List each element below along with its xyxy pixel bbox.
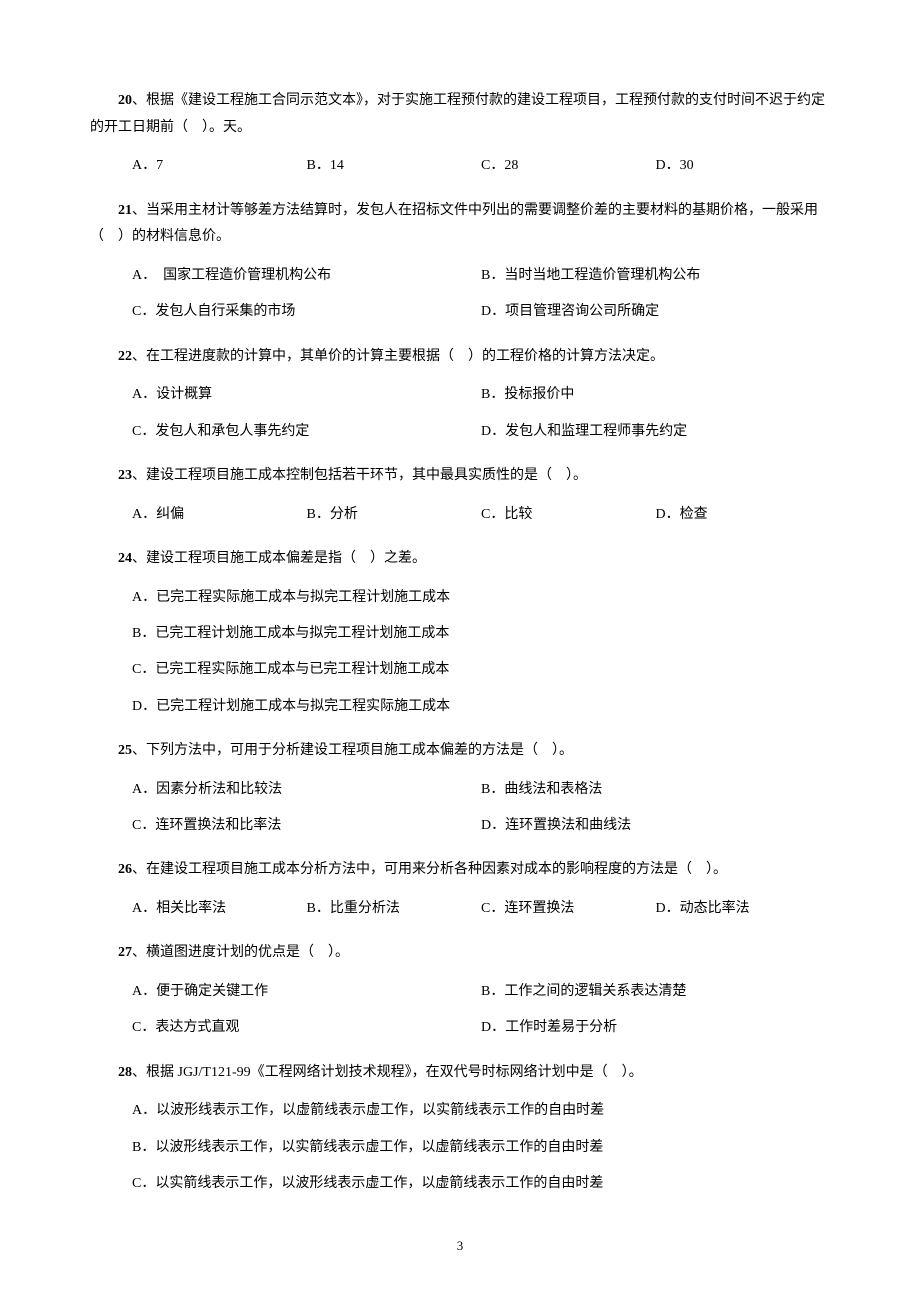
question-body: 、当采用主材计等够差方法结算时，发包人在招标文件中列出的需要调整价差的主要材料的… — [90, 203, 818, 245]
question-number: 25 — [118, 743, 132, 758]
option: A．便于确定关键工作 — [132, 981, 481, 1003]
option: A．以波形线表示工作，以虚箭线表示虚工作，以实箭线表示工作的自由时差 — [132, 1100, 830, 1122]
question-26: 26、在建设工程项目施工成本分析方法中，可用来分析各种因素对成本的影响程度的方法… — [90, 857, 830, 920]
option: A．因素分析法和比较法 — [132, 779, 481, 801]
option: A．纠偏 — [132, 504, 307, 526]
option: D．动态比率法 — [656, 898, 831, 920]
question-number: 24 — [118, 551, 132, 566]
option: C．发包人自行采集的市场 — [132, 301, 481, 323]
question-body: 、根据 JGJ/T121-99《工程网络计划技术规程》，在双代号时标网络计划中是… — [132, 1065, 643, 1080]
question-number: 23 — [118, 468, 132, 483]
question-body: 、建设工程项目施工成本偏差是指（ ）之差。 — [132, 551, 426, 566]
options-row: A． 国家工程造价管理机构公布B．当时当地工程造价管理机构公布 — [90, 265, 830, 287]
option: B．14 — [307, 155, 482, 177]
option: B．以波形线表示工作，以实箭线表示虚工作，以虚箭线表示工作的自由时差 — [132, 1137, 830, 1159]
question-number: 22 — [118, 349, 132, 364]
option: C．已完工程实际施工成本与已完工程计划施工成本 — [132, 659, 830, 681]
option: D．30 — [656, 155, 831, 177]
option: A．相关比率法 — [132, 898, 307, 920]
options-row: A．7B．14C．28D．30 — [90, 155, 830, 177]
option: C．28 — [481, 155, 656, 177]
question-text: 22、在工程进度款的计算中，其单价的计算主要根据（ ）的工程价格的计算方法决定。 — [90, 344, 830, 371]
options-row: A．纠偏B．分析C．比较D．检查 — [90, 504, 830, 526]
question-text: 20、根据《建设工程施工合同示范文本》，对于实施工程预付款的建设工程项目，工程预… — [90, 88, 830, 141]
options-column: A．已完工程实际施工成本与拟完工程计划施工成本 B．已完工程计划施工成本与拟完工程… — [90, 587, 830, 719]
option: B．投标报价中 — [481, 384, 830, 406]
option: B．工作之间的逻辑关系表达清楚 — [481, 981, 830, 1003]
question-number: 20 — [118, 93, 132, 108]
question-body: 、横道图进度计划的优点是（ ）。 — [132, 945, 349, 960]
options-row: C．发包人自行采集的市场D．项目管理咨询公司所确定 — [90, 301, 830, 323]
option: D．已完工程计划施工成本与拟完工程实际施工成本 — [132, 696, 830, 718]
question-text: 23、建设工程项目施工成本控制包括若干环节，其中最具实质性的是（ ）。 — [90, 463, 830, 490]
option: D．连环置换法和曲线法 — [481, 815, 830, 837]
question-28: 28、根据 JGJ/T121-99《工程网络计划技术规程》，在双代号时标网络计划… — [90, 1060, 830, 1196]
question-27: 27、横道图进度计划的优点是（ ）。 A．便于确定关键工作B．工作之间的逻辑关系表… — [90, 940, 830, 1039]
question-text: 25、下列方法中，可用于分析建设工程项目施工成本偏差的方法是（ ）。 — [90, 738, 830, 765]
options-row: C．发包人和承包人事先约定D．发包人和监理工程师事先约定 — [90, 421, 830, 443]
options-row: A．因素分析法和比较法B．曲线法和表格法 — [90, 779, 830, 801]
option: A． 国家工程造价管理机构公布 — [132, 265, 481, 287]
question-text: 26、在建设工程项目施工成本分析方法中，可用来分析各种因素对成本的影响程度的方法… — [90, 857, 830, 884]
question-body: 、在工程进度款的计算中，其单价的计算主要根据（ ）的工程价格的计算方法决定。 — [132, 349, 664, 364]
question-text: 28、根据 JGJ/T121-99《工程网络计划技术规程》，在双代号时标网络计划… — [90, 1060, 830, 1087]
question-body: 、下列方法中，可用于分析建设工程项目施工成本偏差的方法是（ ）。 — [132, 743, 573, 758]
options-row: A．设计概算B．投标报价中 — [90, 384, 830, 406]
option: B．曲线法和表格法 — [481, 779, 830, 801]
options-column: A．以波形线表示工作，以虚箭线表示虚工作，以实箭线表示工作的自由时差 B．以波形线… — [90, 1100, 830, 1195]
option: B．当时当地工程造价管理机构公布 — [481, 265, 830, 287]
option: B．分析 — [307, 504, 482, 526]
option: C．表达方式直观 — [132, 1017, 481, 1039]
question-body: 、在建设工程项目施工成本分析方法中，可用来分析各种因素对成本的影响程度的方法是（… — [132, 862, 727, 877]
option: C．连环置换法 — [481, 898, 656, 920]
option: C．以实箭线表示工作，以波形线表示虚工作，以虚箭线表示工作的自由时差 — [132, 1173, 830, 1195]
option: C．连环置换法和比率法 — [132, 815, 481, 837]
question-body: 、根据《建设工程施工合同示范文本》，对于实施工程预付款的建设工程项目，工程预付款… — [90, 93, 825, 135]
question-text: 27、横道图进度计划的优点是（ ）。 — [90, 940, 830, 967]
option: B．已完工程计划施工成本与拟完工程计划施工成本 — [132, 623, 830, 645]
options-row: A．便于确定关键工作B．工作之间的逻辑关系表达清楚 — [90, 981, 830, 1003]
options-row: C．表达方式直观D．工作时差易于分析 — [90, 1017, 830, 1039]
option: D．发包人和监理工程师事先约定 — [481, 421, 830, 443]
option: C．比较 — [481, 504, 656, 526]
question-number: 27 — [118, 945, 132, 960]
question-text: 24、建设工程项目施工成本偏差是指（ ）之差。 — [90, 546, 830, 573]
question-25: 25、下列方法中，可用于分析建设工程项目施工成本偏差的方法是（ ）。 A．因素分析… — [90, 738, 830, 837]
question-number: 21 — [118, 203, 132, 218]
question-text: 21、当采用主材计等够差方法结算时，发包人在招标文件中列出的需要调整价差的主要材… — [90, 198, 830, 251]
page-number: 3 — [90, 1236, 830, 1257]
option: D．检查 — [656, 504, 831, 526]
option: B．比重分析法 — [307, 898, 482, 920]
question-20: 20、根据《建设工程施工合同示范文本》，对于实施工程预付款的建设工程项目，工程预… — [90, 88, 830, 178]
option: A．设计概算 — [132, 384, 481, 406]
question-number: 26 — [118, 862, 132, 877]
question-22: 22、在工程进度款的计算中，其单价的计算主要根据（ ）的工程价格的计算方法决定。… — [90, 344, 830, 443]
option: D．项目管理咨询公司所确定 — [481, 301, 830, 323]
options-row: C．连环置换法和比率法D．连环置换法和曲线法 — [90, 815, 830, 837]
question-number: 28 — [118, 1065, 132, 1080]
options-row: A．相关比率法B．比重分析法C．连环置换法D．动态比率法 — [90, 898, 830, 920]
option: D．工作时差易于分析 — [481, 1017, 830, 1039]
option: A．已完工程实际施工成本与拟完工程计划施工成本 — [132, 587, 830, 609]
question-23: 23、建设工程项目施工成本控制包括若干环节，其中最具实质性的是（ ）。 A．纠偏B… — [90, 463, 830, 526]
question-body: 、建设工程项目施工成本控制包括若干环节，其中最具实质性的是（ ）。 — [132, 468, 587, 483]
option: A．7 — [132, 155, 307, 177]
option: C．发包人和承包人事先约定 — [132, 421, 481, 443]
question-21: 21、当采用主材计等够差方法结算时，发包人在招标文件中列出的需要调整价差的主要材… — [90, 198, 830, 324]
question-24: 24、建设工程项目施工成本偏差是指（ ）之差。 A．已完工程实际施工成本与拟完工程… — [90, 546, 830, 718]
